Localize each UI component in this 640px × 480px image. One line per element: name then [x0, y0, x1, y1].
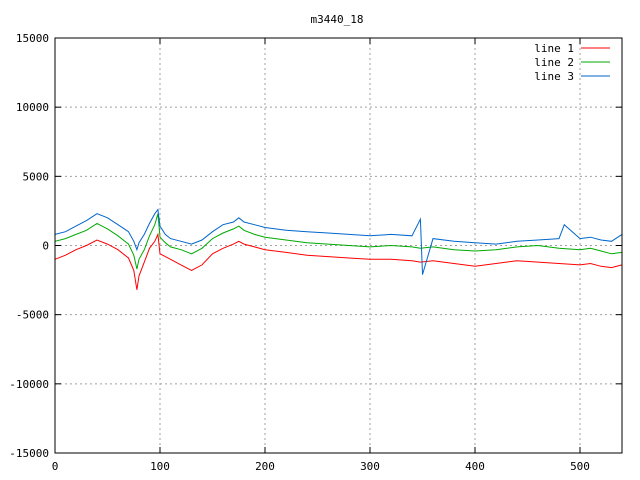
x-tick-label: 400	[465, 460, 485, 473]
legend-label-1: line 1	[534, 42, 574, 55]
series-line-2	[54, 213, 623, 270]
chart-title: m3440_18	[311, 13, 364, 26]
axis-ticks: 0 100 200 300 400 500 -15000 -10000 -5000 0 5000 10…	[9, 32, 622, 473]
series-layer	[54, 208, 623, 290]
x-tick-label: 100	[150, 460, 170, 473]
x-tick-label: 500	[570, 460, 590, 473]
y-tick-label: 5000	[23, 170, 50, 183]
legend-label-3: line 3	[534, 70, 574, 83]
x-tick-label: 300	[360, 460, 380, 473]
legend-label-2: line 2	[534, 56, 574, 69]
x-tick-label: 200	[255, 460, 275, 473]
series-line-1	[54, 232, 623, 290]
y-tick-label: -10000	[9, 378, 49, 391]
x-tick-label: 0	[52, 460, 59, 473]
y-tick-label: -15000	[9, 447, 49, 460]
y-tick-label: 0	[42, 240, 49, 253]
grid-lines	[55, 38, 622, 453]
y-tick-label: 15000	[16, 32, 49, 45]
y-tick-label: 10000	[16, 101, 49, 114]
series-line-3	[54, 208, 623, 275]
y-tick-label: -5000	[16, 309, 49, 322]
